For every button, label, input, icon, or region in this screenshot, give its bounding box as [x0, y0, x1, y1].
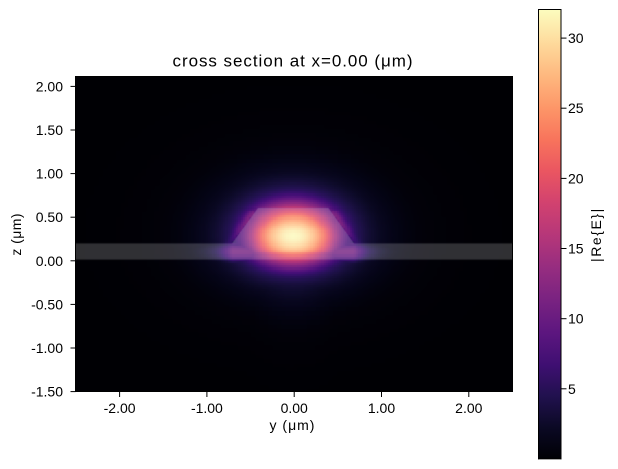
svg-text:|Re{E}|: |Re{E}| — [588, 207, 604, 262]
svg-text:-1.00: -1.00 — [31, 340, 63, 356]
svg-text:-1.50: -1.50 — [31, 384, 63, 400]
svg-text:0.00: 0.00 — [36, 253, 63, 269]
svg-text:-0.50: -0.50 — [31, 296, 63, 312]
svg-text:z (μm): z (μm) — [8, 213, 24, 256]
svg-text:25: 25 — [568, 100, 584, 116]
svg-text:30: 30 — [568, 30, 584, 46]
svg-text:-2.00: -2.00 — [104, 400, 136, 416]
svg-text:2.00: 2.00 — [455, 400, 482, 416]
svg-text:1.50: 1.50 — [36, 122, 63, 138]
svg-text:2.00: 2.00 — [36, 78, 63, 94]
svg-text:cross section at x=0.00 (μm): cross section at x=0.00 (μm) — [173, 52, 414, 71]
svg-text:20: 20 — [568, 170, 584, 186]
svg-text:0.00: 0.00 — [281, 400, 308, 416]
svg-text:1.00: 1.00 — [368, 400, 395, 416]
svg-text:1.00: 1.00 — [36, 166, 63, 182]
svg-text:10: 10 — [568, 311, 584, 327]
svg-text:0.50: 0.50 — [36, 209, 63, 225]
svg-text:y (μm): y (μm) — [270, 417, 316, 433]
svg-text:5: 5 — [568, 381, 576, 397]
svg-text:-1.00: -1.00 — [191, 400, 223, 416]
svg-text:15: 15 — [568, 241, 584, 257]
